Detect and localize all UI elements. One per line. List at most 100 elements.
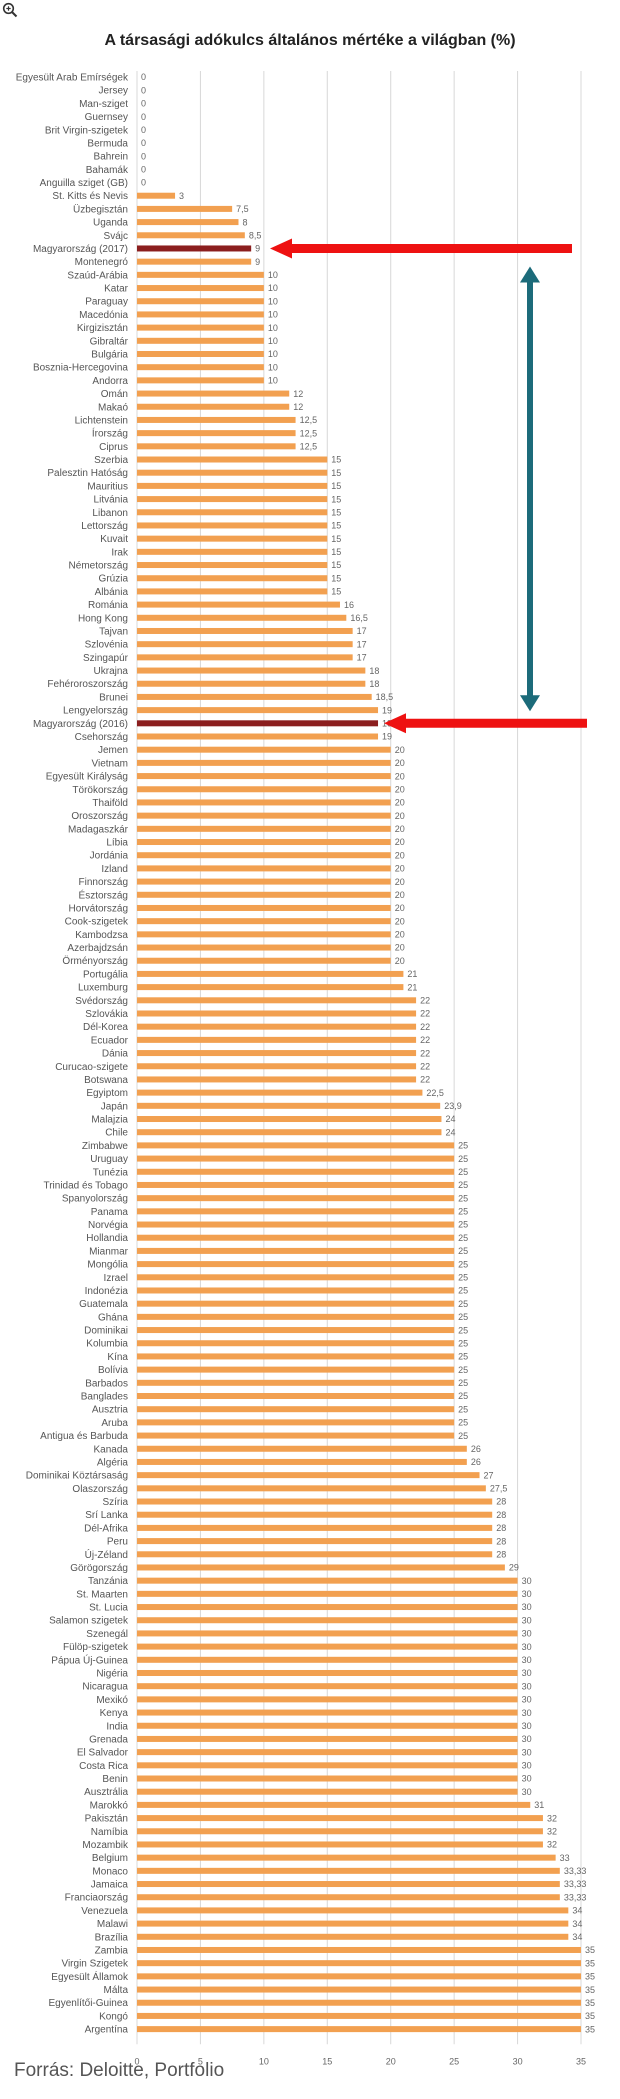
category-label-129: Benin	[102, 1774, 128, 1785]
bar-15	[137, 271, 264, 278]
magnifier-plus-icon[interactable]	[2, 2, 18, 18]
value-label-87: 25	[458, 1220, 468, 1230]
category-label-17: Paraguay	[85, 297, 128, 308]
category-label-4: Brit Virgin-szigetek	[45, 125, 129, 136]
value-label-64: 20	[395, 916, 405, 926]
category-label-143: Virgin Szigetek	[61, 1959, 129, 1970]
bar-51	[137, 746, 391, 753]
value-label-110: 28	[496, 1523, 506, 1533]
value-label-50: 19	[382, 732, 392, 742]
value-label-2: 0	[141, 99, 146, 109]
bar-56	[137, 812, 391, 819]
category-label-18: Macedónia	[79, 310, 128, 321]
value-label-127: 30	[522, 1747, 532, 1757]
value-label-58: 20	[395, 837, 405, 847]
value-label-6: 0	[141, 151, 146, 161]
value-label-73: 22	[420, 1035, 430, 1045]
value-label-13: 9	[255, 244, 260, 254]
value-label-39: 15	[331, 587, 341, 597]
category-label-74: Dánia	[102, 1049, 129, 1060]
category-label-84: Trinidad és Tobago	[43, 1180, 128, 1191]
category-label-52: Vietnam	[91, 758, 128, 769]
category-label-7: Bahamák	[86, 165, 129, 176]
value-label-123: 30	[522, 1695, 532, 1705]
value-label-128: 30	[522, 1761, 532, 1771]
category-label-118: Szenegál	[86, 1629, 128, 1640]
category-label-77: Egyiptom	[86, 1088, 128, 1099]
bar-131	[137, 1801, 531, 1808]
value-label-34: 15	[331, 521, 341, 531]
bar-130	[137, 1788, 518, 1795]
category-label-3: Guernsey	[85, 112, 128, 123]
value-label-67: 20	[395, 956, 405, 966]
bar-125	[137, 1722, 518, 1729]
category-label-61: Finnország	[79, 877, 128, 888]
bar-37	[137, 562, 328, 569]
category-label-33: Libanon	[92, 508, 128, 519]
bar-17	[137, 298, 264, 305]
bar-41	[137, 614, 347, 621]
category-label-82: Uruguay	[90, 1154, 128, 1165]
value-label-18: 10	[268, 310, 278, 320]
value-label-82: 25	[458, 1154, 468, 1164]
bar-77	[137, 1089, 423, 1096]
bar-101	[137, 1406, 455, 1413]
category-label-6: Bahrein	[94, 152, 128, 163]
category-label-90: Mongólia	[87, 1260, 128, 1271]
bar-12	[137, 232, 245, 239]
bar-88	[137, 1234, 455, 1241]
category-label-98: Bolívia	[98, 1365, 128, 1376]
value-label-143: 35	[585, 1958, 595, 1968]
category-label-114: Tanzánia	[88, 1576, 128, 1587]
value-label-65: 20	[395, 930, 405, 940]
bar-61	[137, 878, 391, 885]
teal-arrow-head-down	[520, 695, 540, 712]
bar-62	[137, 891, 391, 898]
bar-25	[137, 403, 290, 410]
category-label-11: Uganda	[93, 218, 128, 229]
bar-72	[137, 1023, 417, 1030]
value-label-90: 25	[458, 1259, 468, 1269]
bar-92	[137, 1287, 455, 1294]
bar-64	[137, 918, 391, 925]
bar-86	[137, 1208, 455, 1215]
bar-28	[137, 443, 296, 450]
value-label-36: 15	[331, 547, 341, 557]
value-label-16: 10	[268, 283, 278, 293]
bar-38	[137, 575, 328, 582]
bar-118	[137, 1630, 518, 1637]
bar-84	[137, 1181, 455, 1188]
category-label-34: Lettország	[81, 521, 128, 532]
value-label-142: 35	[585, 1945, 595, 1955]
bar-75	[137, 1063, 417, 1070]
category-label-35: Kuvait	[100, 534, 128, 545]
bar-24	[137, 390, 290, 397]
category-label-45: Ukrajna	[94, 666, 129, 677]
value-label-4: 0	[141, 125, 146, 135]
value-label-21: 10	[268, 349, 278, 359]
value-label-101: 25	[458, 1404, 468, 1414]
bar-81	[137, 1142, 455, 1149]
bar-78	[137, 1102, 441, 1109]
value-label-40: 16	[344, 600, 354, 610]
category-label-141: Brazília	[95, 1932, 129, 1943]
value-label-97: 25	[458, 1352, 468, 1362]
value-label-43: 17	[357, 639, 367, 649]
category-label-12: Svájc	[104, 231, 128, 242]
category-label-92: Indonézia	[85, 1286, 129, 1297]
value-label-114: 30	[522, 1576, 532, 1586]
category-label-99: Barbados	[85, 1378, 128, 1389]
value-label-121: 30	[522, 1668, 532, 1678]
value-label-109: 28	[496, 1510, 506, 1520]
value-label-56: 20	[395, 811, 405, 821]
category-label-83: Tunézia	[93, 1167, 129, 1178]
category-label-146: Egyenlítői-Guinea	[49, 1998, 129, 2009]
value-label-94: 25	[458, 1312, 468, 1322]
category-label-101: Ausztria	[92, 1405, 129, 1416]
bar-129	[137, 1775, 518, 1782]
bar-132	[137, 1815, 543, 1822]
bar-39	[137, 588, 328, 595]
x-tick-20: 20	[386, 2056, 396, 2066]
bar-36	[137, 548, 328, 555]
category-label-89: Mianmar	[89, 1246, 129, 1257]
